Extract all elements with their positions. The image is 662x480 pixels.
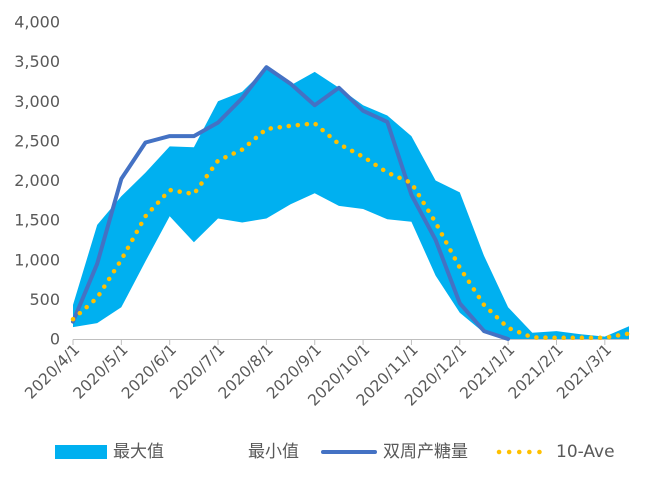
y-tick-label: 0 (50, 330, 60, 349)
ten-year-average-line (70, 121, 632, 341)
y-tick-label: 3,500 (14, 52, 60, 71)
biweekly-sugar-output-line (71, 65, 511, 341)
y-tick-label: 500 (29, 290, 60, 309)
legend-swatch-max (55, 445, 107, 459)
legend-label-average: 10-Ave (556, 442, 615, 462)
min-value-area (73, 193, 629, 339)
legend: 最大值 最小值 双周产糖量 10-Ave (55, 442, 615, 462)
plot-area (73, 68, 629, 339)
y-tick-label: 1,000 (14, 250, 60, 269)
legend-swatch-min (190, 445, 242, 459)
y-tick-label: 1,500 (14, 211, 60, 230)
y-tick-label: 2,000 (14, 171, 60, 190)
legend-label-biweekly: 双周产糖量 (383, 442, 468, 462)
y-tick-label: 3,000 (14, 92, 60, 111)
legend-label-min: 最小值 (248, 442, 299, 462)
series-lines (70, 65, 632, 341)
y-tick-label: 4,000 (14, 13, 60, 32)
y-tick-label: 2,500 (14, 131, 60, 150)
legend-label-max: 最大值 (113, 442, 164, 462)
